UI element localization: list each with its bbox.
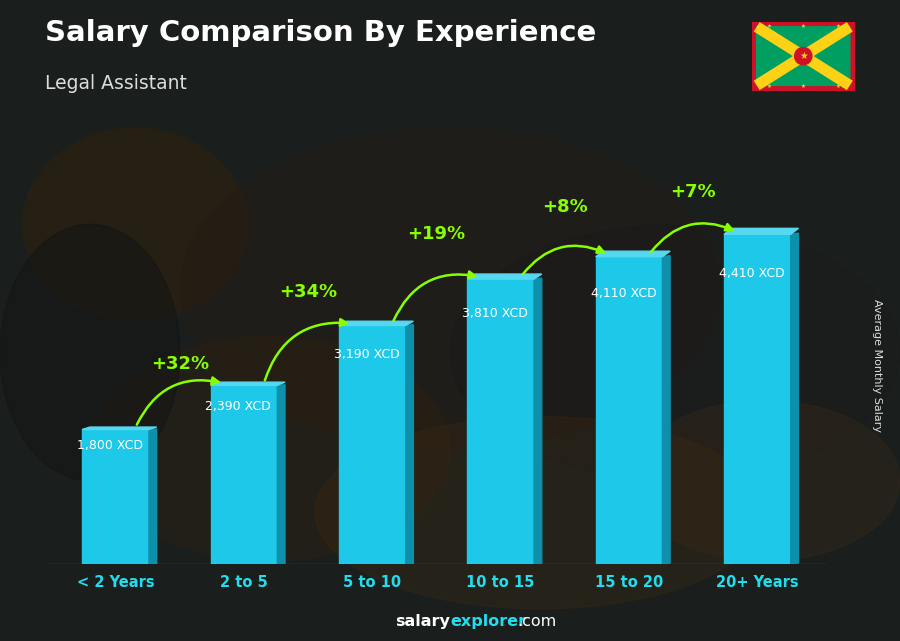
Text: ★: ★ (801, 24, 806, 29)
Text: +32%: +32% (150, 355, 209, 373)
Ellipse shape (450, 224, 900, 481)
Text: explorer: explorer (450, 615, 526, 629)
Polygon shape (211, 385, 277, 564)
Polygon shape (149, 429, 157, 564)
Text: +19%: +19% (408, 224, 465, 242)
Polygon shape (757, 27, 803, 85)
Text: salary: salary (395, 615, 450, 629)
Polygon shape (757, 27, 850, 56)
Polygon shape (211, 382, 285, 385)
Polygon shape (467, 274, 542, 279)
Polygon shape (339, 321, 413, 326)
Text: 1,800 XCD: 1,800 XCD (77, 439, 143, 452)
Text: .com: .com (518, 615, 557, 629)
Polygon shape (662, 256, 670, 564)
Ellipse shape (22, 128, 248, 320)
Ellipse shape (0, 224, 180, 481)
Text: 3,190 XCD: 3,190 XCD (334, 347, 400, 361)
Text: ★: ★ (801, 83, 806, 88)
Text: ★: ★ (835, 83, 841, 88)
Text: ★: ★ (766, 24, 771, 29)
Text: +8%: +8% (542, 198, 588, 217)
Text: +7%: +7% (670, 183, 716, 201)
Text: 2,390 XCD: 2,390 XCD (205, 400, 271, 413)
Ellipse shape (90, 337, 450, 561)
Polygon shape (277, 385, 285, 564)
Text: ★: ★ (835, 24, 841, 29)
Polygon shape (757, 56, 850, 85)
Polygon shape (82, 427, 157, 429)
Polygon shape (406, 324, 413, 564)
Text: Average Monthly Salary: Average Monthly Salary (872, 299, 883, 432)
Text: Salary Comparison By Experience: Salary Comparison By Experience (45, 19, 596, 47)
Ellipse shape (630, 401, 900, 561)
Polygon shape (467, 279, 534, 564)
Text: ★: ★ (766, 83, 771, 88)
Polygon shape (339, 326, 406, 564)
Polygon shape (596, 256, 662, 564)
Polygon shape (596, 251, 670, 256)
Text: Legal Assistant: Legal Assistant (45, 74, 187, 93)
Polygon shape (82, 429, 149, 564)
Text: +34%: +34% (279, 283, 338, 301)
Text: 3,810 XCD: 3,810 XCD (463, 307, 528, 320)
Circle shape (795, 47, 812, 65)
Polygon shape (534, 278, 542, 564)
Text: 4,110 XCD: 4,110 XCD (590, 287, 656, 300)
Text: ★: ★ (799, 51, 807, 61)
Polygon shape (791, 233, 798, 564)
Text: 4,410 XCD: 4,410 XCD (719, 267, 785, 280)
Ellipse shape (180, 128, 720, 449)
Ellipse shape (315, 417, 765, 609)
Polygon shape (724, 235, 791, 564)
Polygon shape (752, 22, 855, 90)
Polygon shape (803, 27, 850, 85)
Polygon shape (724, 228, 798, 235)
